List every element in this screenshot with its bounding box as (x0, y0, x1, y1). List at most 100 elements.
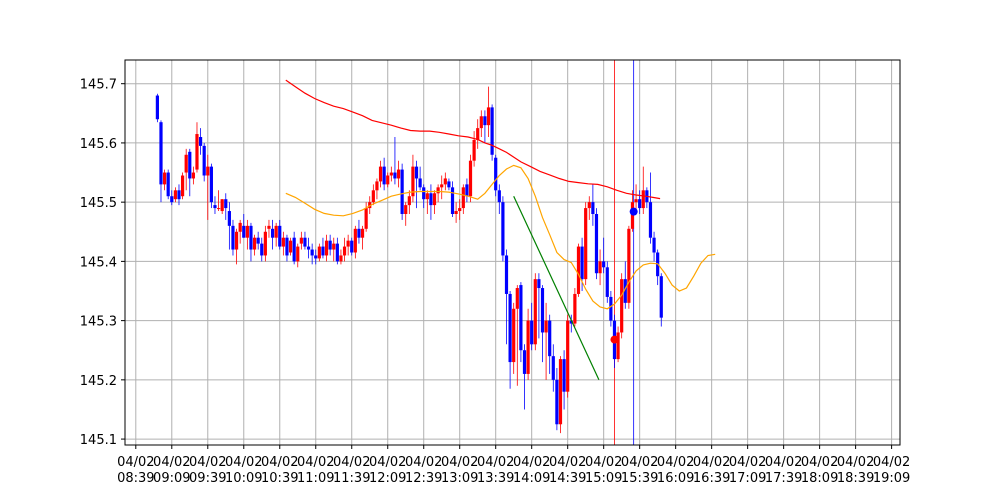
candle (155, 93, 159, 123)
x-tick-label-time: 08:39 (117, 471, 154, 486)
candle-body (494, 157, 498, 191)
candle-body (371, 190, 375, 203)
candle (450, 181, 455, 217)
candle (573, 288, 577, 327)
candle (447, 178, 451, 191)
x-tick-label-date: 04/02 (729, 455, 766, 470)
x-tick-label-date: 04/02 (873, 455, 910, 470)
candle (267, 219, 271, 238)
candle-body (198, 137, 203, 146)
candle (558, 356, 563, 434)
candle-body (310, 249, 314, 256)
candle-body (332, 243, 336, 250)
x-tick-label-time: 18:39 (837, 471, 874, 486)
candle-body (357, 228, 361, 238)
candle (515, 285, 519, 386)
candle-body (465, 184, 469, 197)
candle-body (288, 240, 293, 253)
candle (166, 169, 170, 200)
candle-body (256, 237, 260, 244)
candle-body (213, 205, 217, 209)
candle (216, 190, 221, 212)
candle-body (584, 208, 588, 280)
candle (350, 237, 354, 256)
candle (497, 184, 501, 214)
x-tick-label-date: 04/02 (225, 455, 262, 470)
candle-body (170, 196, 174, 203)
x-tick-label-date: 04/02 (405, 455, 442, 470)
candle (206, 154, 210, 220)
candle-body (447, 181, 451, 188)
candle (501, 196, 505, 262)
candle-body (497, 190, 501, 203)
candle (548, 314, 552, 374)
candle (530, 302, 534, 351)
candle-body (216, 208, 221, 210)
candle (414, 160, 419, 209)
candle (411, 154, 415, 203)
candle-body (522, 350, 527, 374)
candle-body (440, 184, 444, 188)
candle-body (591, 202, 595, 214)
candle-body (544, 320, 548, 333)
candle (465, 178, 469, 203)
candle (479, 110, 483, 137)
candle (281, 231, 285, 256)
candle (332, 237, 336, 262)
candle (648, 172, 653, 244)
candle (566, 314, 570, 398)
candle-body (422, 187, 426, 200)
candle (584, 202, 588, 286)
candle-body (396, 169, 401, 179)
x-tick-label-date: 04/02 (837, 455, 874, 470)
candle-body (648, 202, 653, 238)
candle (177, 184, 181, 206)
x-tick-label-date: 04/02 (549, 455, 586, 470)
candle (209, 163, 213, 209)
x-tick-label-time: 16:39 (693, 471, 730, 486)
candle-body (634, 199, 638, 203)
candle (591, 184, 595, 226)
x-tick-label-time: 19:09 (873, 471, 910, 486)
candle (425, 190, 429, 214)
candle (306, 237, 311, 259)
candle-body (353, 228, 357, 253)
candle (162, 169, 167, 191)
candle (598, 249, 602, 286)
candle-body (468, 160, 473, 197)
candle (324, 234, 329, 262)
candle (461, 184, 465, 214)
candle-body (249, 225, 253, 250)
candle (512, 302, 516, 374)
candle-body (335, 243, 339, 262)
candle (641, 166, 645, 214)
x-tick-label-time: 18:09 (801, 471, 838, 486)
candle (382, 157, 386, 191)
candle (490, 104, 494, 161)
candle-body (270, 228, 275, 238)
candle-body (537, 279, 541, 289)
x-tick-label-date: 04/02 (693, 455, 730, 470)
x-tick-label-date: 04/02 (333, 455, 370, 470)
short-moving-average-line (285, 164, 716, 310)
candle-body (386, 175, 390, 185)
candle-body (191, 172, 195, 179)
candle-body (314, 255, 318, 259)
candle-body (159, 122, 163, 185)
candle (544, 302, 548, 380)
x-tick-label-time: 15:09 (585, 471, 622, 486)
x-tick-label-time: 14:09 (513, 471, 550, 486)
candle-body (548, 320, 552, 357)
candle (623, 261, 627, 309)
x-tick-label-date: 04/02 (513, 455, 550, 470)
candle-body (375, 181, 379, 191)
candle-body (346, 240, 350, 247)
x-tick-label-time: 10:39 (261, 471, 298, 486)
candle-body (206, 166, 210, 176)
candle (486, 86, 491, 137)
candle (540, 285, 545, 363)
candle-body (659, 276, 663, 318)
candle (310, 243, 314, 265)
candle-body (598, 261, 602, 274)
candle-body (252, 237, 257, 250)
